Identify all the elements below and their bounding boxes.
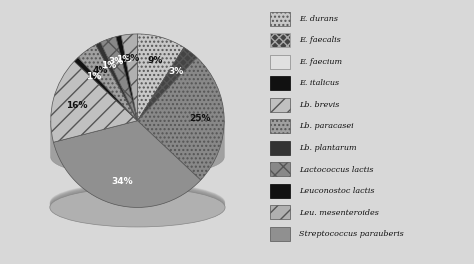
Text: 1%: 1%: [86, 72, 101, 81]
Text: 1%: 1%: [116, 55, 131, 64]
Text: 34%: 34%: [111, 177, 133, 186]
Text: E. faecium: E. faecium: [299, 58, 342, 66]
Wedge shape: [121, 34, 137, 121]
Text: E. italicus: E. italicus: [299, 79, 339, 87]
Ellipse shape: [50, 183, 225, 222]
Polygon shape: [51, 121, 224, 177]
Bar: [270, 98, 291, 112]
Bar: [270, 184, 291, 198]
Ellipse shape: [50, 185, 225, 224]
Ellipse shape: [50, 187, 225, 226]
Text: 25%: 25%: [189, 114, 210, 123]
Text: Leu. mesenteroides: Leu. mesenteroides: [299, 209, 379, 216]
Ellipse shape: [50, 183, 225, 223]
Ellipse shape: [50, 183, 225, 222]
Text: 16%: 16%: [66, 101, 88, 110]
Text: Streptococcus parauberis: Streptococcus parauberis: [299, 230, 403, 238]
Ellipse shape: [50, 186, 225, 225]
Text: E. faecalis: E. faecalis: [299, 36, 340, 44]
Text: 3%: 3%: [124, 54, 139, 63]
Bar: [270, 205, 291, 219]
Bar: [270, 33, 291, 47]
Text: 1%: 1%: [101, 60, 117, 69]
Text: E. durans: E. durans: [299, 15, 338, 23]
Ellipse shape: [50, 185, 225, 224]
Wedge shape: [78, 45, 137, 121]
Ellipse shape: [50, 186, 225, 225]
Bar: [270, 227, 291, 241]
Ellipse shape: [50, 188, 225, 227]
Text: Lb. paracasei: Lb. paracasei: [299, 122, 354, 130]
Wedge shape: [137, 34, 184, 121]
Text: 3%: 3%: [168, 67, 183, 76]
Text: Lb. plantarum: Lb. plantarum: [299, 144, 356, 152]
Bar: [270, 119, 291, 133]
Wedge shape: [96, 42, 137, 121]
Text: 3%: 3%: [109, 58, 124, 67]
Wedge shape: [54, 121, 201, 208]
Ellipse shape: [50, 185, 225, 224]
Wedge shape: [137, 48, 197, 121]
Text: 4%: 4%: [93, 66, 109, 75]
Ellipse shape: [50, 187, 225, 226]
Text: Lb. brevis: Lb. brevis: [299, 101, 339, 109]
Ellipse shape: [50, 184, 225, 223]
Ellipse shape: [50, 186, 225, 225]
Wedge shape: [100, 37, 137, 121]
Wedge shape: [116, 35, 137, 121]
Bar: [270, 162, 291, 176]
Ellipse shape: [50, 187, 225, 227]
Text: 9%: 9%: [147, 56, 163, 65]
Bar: [270, 76, 291, 90]
Ellipse shape: [50, 188, 225, 227]
Wedge shape: [137, 58, 224, 180]
Bar: [270, 55, 291, 69]
Text: Leuconostoc lactis: Leuconostoc lactis: [299, 187, 374, 195]
Ellipse shape: [50, 184, 225, 223]
Wedge shape: [74, 58, 137, 121]
Bar: [270, 12, 291, 26]
Wedge shape: [51, 61, 137, 142]
Text: Lactococcus lactis: Lactococcus lactis: [299, 166, 374, 173]
Bar: [270, 141, 291, 155]
